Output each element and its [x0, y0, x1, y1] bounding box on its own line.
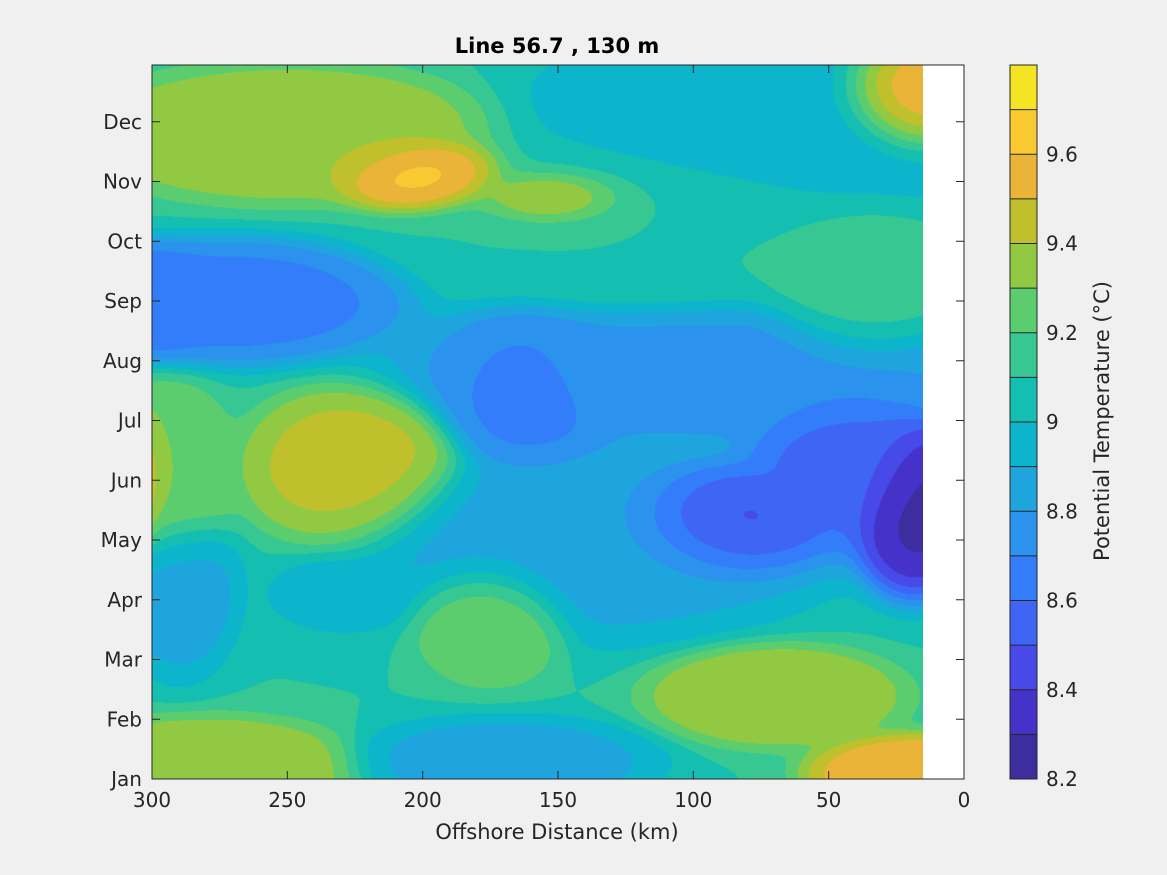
colorbar-swatch [1010, 109, 1037, 155]
x-tick-label: 250 [268, 788, 306, 812]
x-tick-label: 100 [674, 788, 712, 812]
plot-area [151, 64, 965, 780]
colorbar-swatch [1010, 689, 1037, 735]
y-tick-label: Oct [107, 229, 142, 253]
x-axis-title: Offshore Distance (km) [435, 820, 678, 844]
colorbar-swatch [1010, 555, 1037, 601]
y-axis: Jan Feb Mar Apr May Jun Jul Aug Sep Oct Nov Dec [101, 110, 964, 791]
colorbar-swatch [1010, 243, 1037, 289]
y-tick-label: Sep [104, 289, 142, 313]
x-tick-label: 0 [958, 788, 971, 812]
colorbar-title: Potential Temperature (°C) [1090, 281, 1114, 561]
colorbar-swatch [1010, 734, 1037, 779]
colorbar-frame [1009, 64, 1038, 780]
colorbar-swatch [1010, 288, 1037, 333]
y-tick-label: May [101, 528, 143, 552]
y-tick-label: Dec [103, 110, 142, 134]
colorbar-swatch [1010, 600, 1037, 646]
colorbar-tick-label: 8.8 [1046, 499, 1078, 523]
x-tick-label: 50 [816, 788, 841, 812]
y-tick-label: Nov [103, 170, 142, 194]
contour-field [152, 65, 923, 779]
y-tick-label: Mar [104, 648, 143, 672]
colorbar-swatch [1010, 466, 1037, 512]
y-tick-label: Apr [107, 588, 142, 612]
colorbar-swatch [1010, 645, 1037, 690]
colorbar-tick-label: 9 [1046, 410, 1059, 434]
colorbar-tick-label: 9.2 [1046, 321, 1078, 345]
colorbar-swatch [1010, 65, 1037, 110]
x-tick-label: 200 [404, 788, 442, 812]
colorbar-swatch [1010, 511, 1037, 556]
x-axis: 300 250 200 150 100 50 0 [133, 65, 970, 812]
y-tick-label: Jun [109, 468, 142, 492]
colorbar: 8.2 8.4 8.6 8.8 9 9.2 9.4 9.6 [1009, 64, 1078, 791]
x-tick-label: 300 [133, 788, 171, 812]
y-tick-label: Jan [109, 767, 142, 791]
colorbar-tick-label: 9.4 [1046, 232, 1078, 256]
colorbar-swatch [1010, 377, 1037, 422]
colorbar-tick-label: 8.6 [1046, 589, 1078, 613]
y-tick-label: Jul [116, 409, 142, 433]
y-tick-label: Feb [107, 707, 142, 731]
colorbar-tick-label: 9.6 [1046, 142, 1078, 166]
colorbar-tick-label: 8.2 [1046, 767, 1078, 791]
chart-title: Line 56.7 , 130 m [455, 34, 660, 58]
colorbar-swatch [1010, 154, 1037, 199]
x-tick-label: 150 [539, 788, 577, 812]
colorbar-swatch [1010, 332, 1037, 378]
y-tick-label: Aug [103, 349, 142, 373]
colorbar-swatch [1010, 422, 1037, 467]
colorbar-swatch [1010, 198, 1037, 244]
colorbar-tick-label: 8.4 [1046, 678, 1078, 702]
